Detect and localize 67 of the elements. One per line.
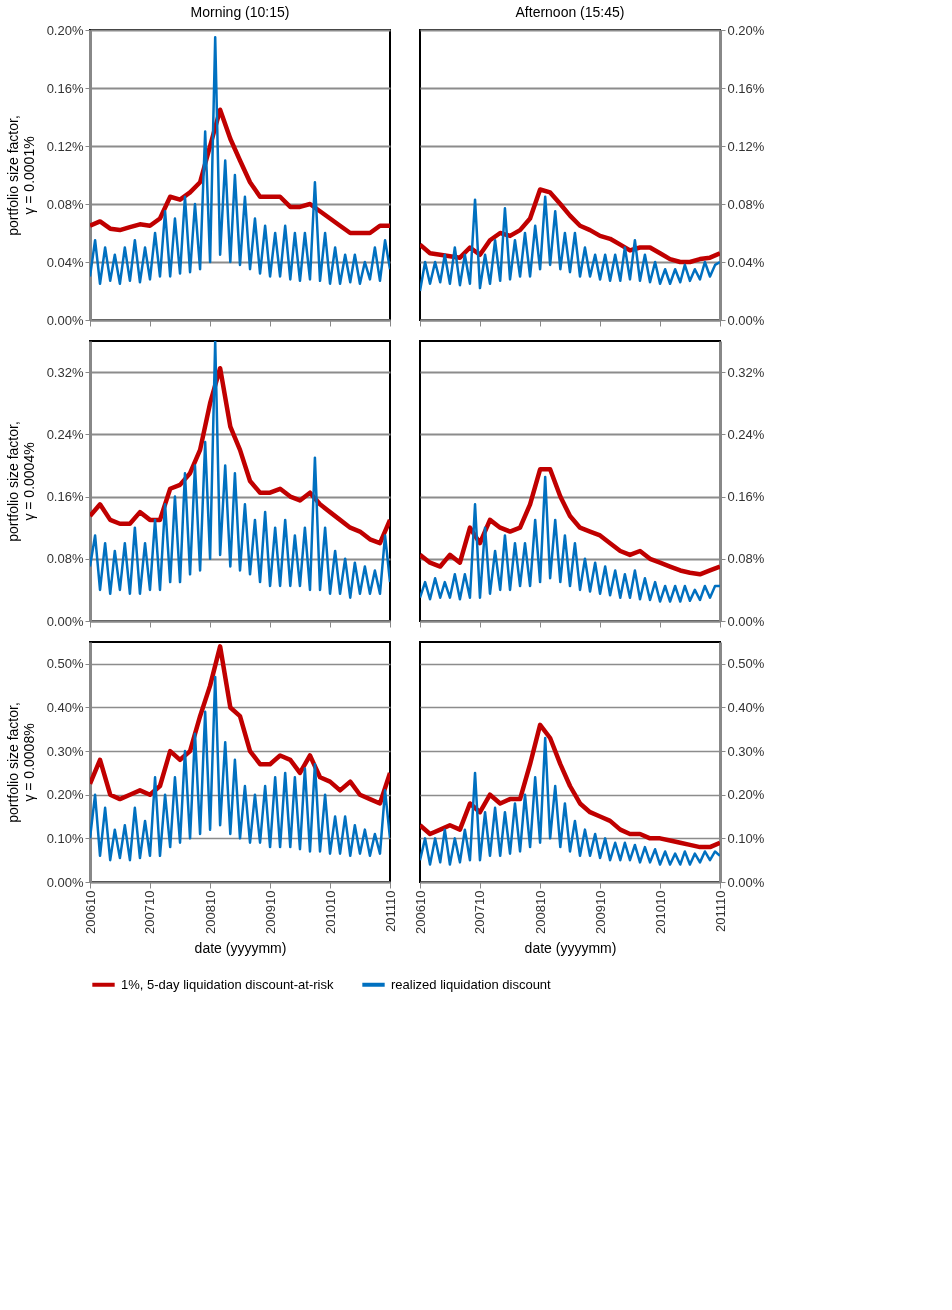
y2-tick-label: 0.08% [727, 551, 765, 567]
y2-tick-label: 0.20% [727, 787, 765, 803]
y2-tick-label: 0.00% [727, 613, 765, 629]
y-tick-label: 0.00% [46, 613, 84, 629]
chart-title: Morning (10:15) [190, 4, 290, 20]
line-series [420, 195, 720, 293]
y2-tick-label: 0.08% [727, 196, 765, 212]
y-tick-label: 0.50% [46, 656, 84, 672]
line-series [90, 107, 390, 236]
line-series [90, 365, 390, 546]
y-tick-label: 0.00% [46, 312, 84, 328]
y-axis-title: portfolio size factor, γ = 0.0004% [4, 421, 37, 542]
y-tick-label: 0.00% [46, 874, 84, 890]
y2-tick-label: 0.32% [727, 364, 765, 380]
x-tick-label: 200710 [472, 890, 488, 934]
x-axis-title: date (yyyymm) [524, 939, 617, 956]
y-tick-label: 0.30% [46, 743, 84, 759]
y2-tick-label: 0.12% [727, 138, 765, 154]
x-tick-label: 200810 [202, 890, 218, 934]
line-series [420, 475, 720, 603]
x-tick-label: 200810 [532, 890, 548, 934]
x-tick-label: 200610 [412, 890, 428, 934]
y2-tick-label: 0.10% [727, 830, 765, 846]
line-series [420, 722, 720, 850]
y-axis-title: portfolio size factor, γ = 0.0008% [4, 702, 37, 823]
y-tick-label: 0.20% [46, 22, 84, 38]
y-tick-label: 0.10% [46, 830, 84, 846]
legend-label: 1%, 5-day liquidation discount-at-risk [121, 976, 334, 992]
y-tick-label: 0.16% [46, 80, 84, 96]
y-tick-label: 0.08% [46, 196, 84, 212]
y2-tick-label: 0.16% [727, 489, 765, 505]
line-series [420, 187, 720, 265]
y-tick-label: 0.04% [46, 254, 84, 270]
x-tick-label: 201110 [712, 890, 728, 932]
x-tick-label: 200610 [82, 890, 98, 934]
y2-tick-label: 0.40% [727, 699, 765, 715]
y2-tick-label: 0.24% [727, 426, 765, 442]
y-tick-label: 0.08% [46, 551, 84, 567]
y-tick-label: 0.40% [46, 699, 84, 715]
y-tick-label: 0.32% [46, 364, 84, 380]
line-series [90, 36, 390, 285]
y-tick-label: 0.24% [46, 426, 84, 442]
x-axis-title: date (yyyymm) [194, 939, 287, 956]
y2-tick-label: 0.50% [727, 656, 765, 672]
line-series [420, 467, 720, 577]
x-tick-label: 201110 [382, 890, 398, 932]
y2-tick-label: 0.16% [727, 80, 765, 96]
line-series [420, 736, 720, 866]
x-tick-label: 201010 [652, 890, 668, 934]
line-series [90, 675, 390, 862]
y2-tick-label: 0.00% [727, 312, 765, 328]
y2-tick-label: 0.30% [727, 743, 765, 759]
x-tick-label: 201010 [322, 890, 338, 934]
x-tick-label: 200710 [142, 890, 158, 934]
legend-label: realized liquidation discount [391, 976, 552, 992]
x-tick-label: 200910 [592, 890, 608, 934]
line-series [90, 341, 390, 599]
x-tick-label: 200910 [262, 890, 278, 934]
y-axis-title: portfolio size factor, γ = 0.0001% [4, 115, 37, 236]
y2-tick-label: 0.20% [727, 22, 765, 38]
y-tick-label: 0.12% [46, 138, 84, 154]
y2-tick-label: 0.04% [727, 254, 765, 270]
y2-tick-label: 0.00% [727, 874, 765, 890]
y-tick-label: 0.16% [46, 489, 84, 505]
chart-title: Afternoon (15:45) [515, 4, 625, 20]
y-tick-label: 0.20% [46, 787, 84, 803]
line-series [90, 644, 390, 806]
